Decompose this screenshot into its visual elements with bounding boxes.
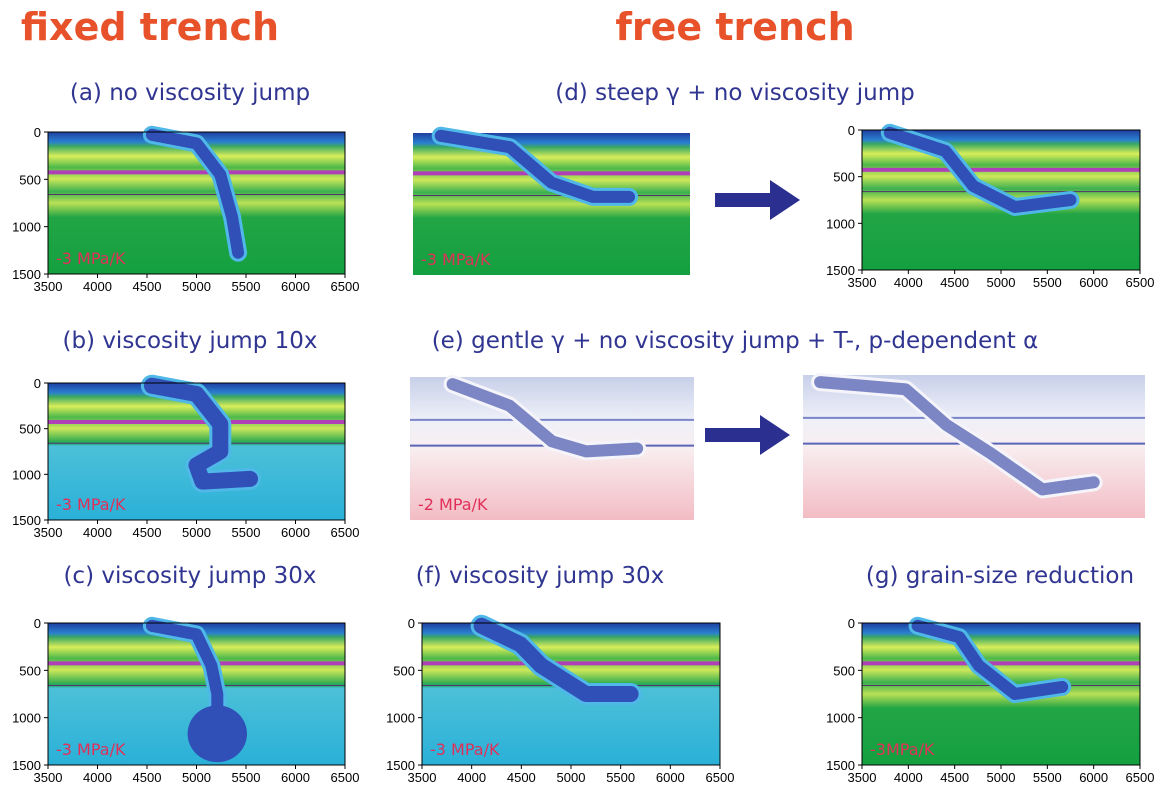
y-tick-label: 500 xyxy=(833,170,855,185)
y-tick-label: 1500 xyxy=(826,263,855,278)
x-tick-label: 5000 xyxy=(182,279,211,294)
x-tick-label: 5000 xyxy=(182,525,211,540)
annotation: -3MPa/K xyxy=(870,740,935,759)
x-tick-label: 4000 xyxy=(894,770,923,785)
x-tick-label: 6000 xyxy=(1079,770,1108,785)
y-tick-label: 1500 xyxy=(12,758,41,773)
slab-blob xyxy=(188,705,247,762)
x-tick-label: 4500 xyxy=(133,770,162,785)
transition-410 xyxy=(48,661,345,665)
x-tick-label: 4000 xyxy=(894,275,923,290)
annotation: -3 MPa/K xyxy=(56,495,126,514)
x-tick-label: 6000 xyxy=(281,279,310,294)
x-tick-label: 5500 xyxy=(1033,770,1062,785)
x-tick-label: 4500 xyxy=(940,275,969,290)
x-tick-label: 5000 xyxy=(987,770,1016,785)
y-tick-label: 1500 xyxy=(12,267,41,282)
x-tick-label: 6500 xyxy=(331,279,360,294)
transition-410 xyxy=(862,661,1140,665)
panel-title: (f) viscosity jump 30x xyxy=(416,563,665,589)
x-tick-label: 6000 xyxy=(1079,275,1108,290)
panel-title: (d) steep γ + no viscosity jump xyxy=(555,80,915,106)
y-tick-label: 1500 xyxy=(12,513,41,528)
transition-410 xyxy=(48,170,345,174)
x-tick-label: 6500 xyxy=(331,770,360,785)
x-tick-label: 4000 xyxy=(83,770,112,785)
x-tick-label: 6000 xyxy=(656,770,685,785)
y-tick-label: 1000 xyxy=(826,216,855,231)
header-fixed: fixed trench xyxy=(21,5,279,49)
panel-title: (e) gentle γ + no viscosity jump + T-, p… xyxy=(432,328,1039,354)
x-tick-label: 4500 xyxy=(133,525,162,540)
arrows xyxy=(705,180,800,455)
y-tick-label: 1000 xyxy=(12,467,41,482)
annotation: -3 MPa/K xyxy=(56,740,126,759)
x-tick-label: 4500 xyxy=(133,279,162,294)
x-tick-label: 4000 xyxy=(83,525,112,540)
annotation: -2 MPa/K xyxy=(418,495,488,514)
x-tick-label: 5500 xyxy=(232,279,261,294)
x-tick-label: 5500 xyxy=(606,770,635,785)
x-tick-label: 4500 xyxy=(940,770,969,785)
annotation: -3 MPa/K xyxy=(430,740,500,759)
transition-410 xyxy=(48,420,345,424)
transition-410 xyxy=(862,168,1140,172)
panel-title: (g) grain-size reduction xyxy=(866,563,1134,589)
panel-title: (b) viscosity jump 10x xyxy=(62,328,317,354)
y-tick-label: 1500 xyxy=(826,758,855,773)
panel-title: (c) viscosity jump 30x xyxy=(63,563,316,589)
x-tick-label: 6000 xyxy=(281,525,310,540)
figure: fixed trench free trench (a) no viscosit… xyxy=(0,0,1163,793)
header-free: free trench xyxy=(615,5,854,49)
y-tick-label: 0 xyxy=(34,125,41,140)
x-tick-label: 6500 xyxy=(1126,275,1155,290)
x-tick-label: 4500 xyxy=(507,770,536,785)
y-tick-label: 500 xyxy=(393,663,415,678)
y-tick-label: 0 xyxy=(34,616,41,631)
x-tick-label: 6500 xyxy=(1126,770,1155,785)
panel-title: (a) no viscosity jump xyxy=(70,80,310,106)
annotation: -3 MPa/K xyxy=(56,249,126,268)
y-tick-label: 500 xyxy=(833,663,855,678)
y-tick-label: 0 xyxy=(408,616,415,631)
x-tick-label: 5000 xyxy=(182,770,211,785)
y-tick-label: 500 xyxy=(19,422,41,437)
x-tick-label: 4000 xyxy=(83,279,112,294)
x-tick-label: 5500 xyxy=(232,525,261,540)
y-tick-label: 1000 xyxy=(12,220,41,235)
annotation: -3 MPa/K xyxy=(421,250,491,269)
x-tick-label: 6000 xyxy=(281,770,310,785)
x-tick-label: 6500 xyxy=(331,525,360,540)
y-tick-label: 0 xyxy=(848,123,855,138)
y-tick-label: 1000 xyxy=(12,711,41,726)
x-tick-label: 5000 xyxy=(557,770,586,785)
y-tick-label: 500 xyxy=(19,172,41,187)
y-tick-label: 1000 xyxy=(826,711,855,726)
y-tick-label: 0 xyxy=(848,616,855,631)
x-tick-label: 5500 xyxy=(232,770,261,785)
transition-410 xyxy=(422,661,720,665)
x-tick-label: 5500 xyxy=(1033,275,1062,290)
x-tick-label: 4000 xyxy=(457,770,486,785)
y-tick-label: 1000 xyxy=(386,711,415,726)
x-tick-label: 5000 xyxy=(987,275,1016,290)
y-tick-label: 0 xyxy=(34,376,41,391)
x-tick-label: 6500 xyxy=(706,770,735,785)
y-tick-label: 500 xyxy=(19,663,41,678)
y-tick-label: 1500 xyxy=(386,758,415,773)
